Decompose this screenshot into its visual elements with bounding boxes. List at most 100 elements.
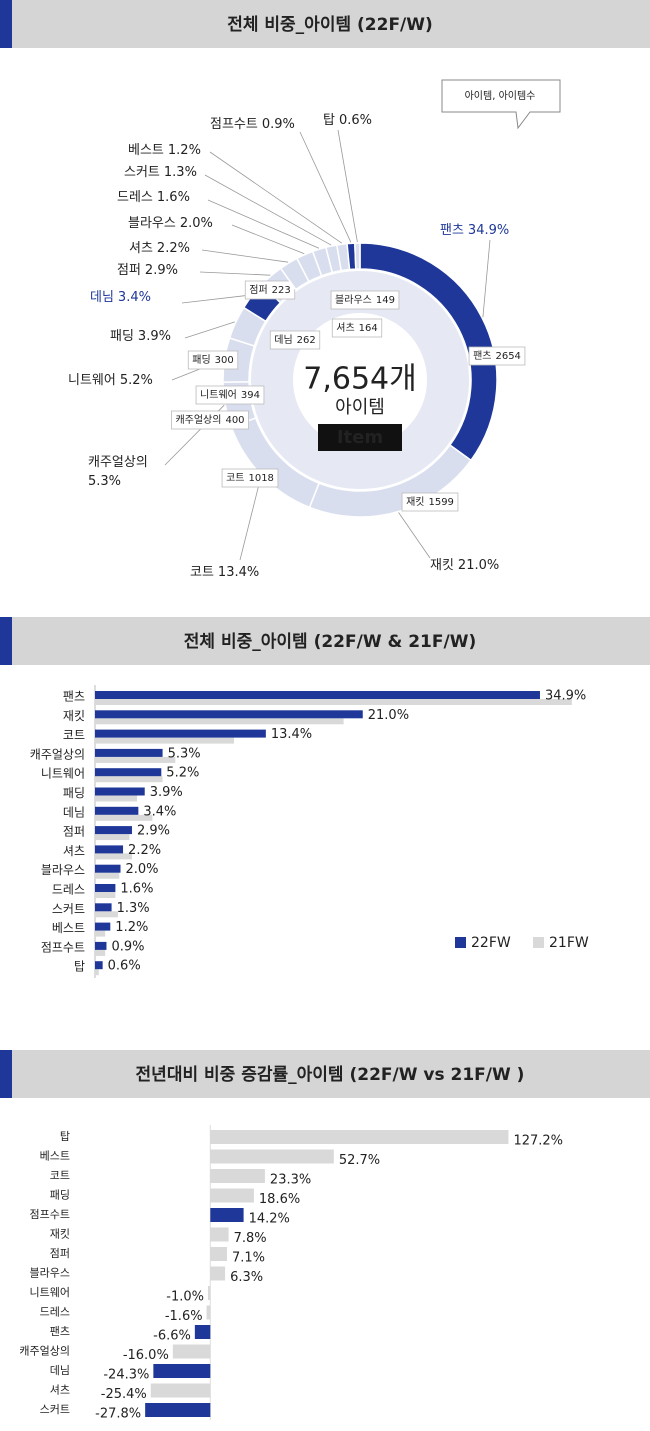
slice-label: 코트 13.4% [190, 565, 259, 580]
header-accent [0, 617, 12, 665]
count-box [187, 350, 239, 370]
count-box [401, 492, 459, 512]
count-name: 점퍼 [249, 284, 267, 296]
bar [95, 922, 111, 931]
leader-line [231, 224, 305, 255]
value-label: 34.9% [545, 689, 586, 704]
y-tick-label: 베스트 [40, 1150, 70, 1163]
count-box [330, 290, 400, 310]
bar [95, 884, 116, 892]
count-name: 셔츠 [336, 322, 354, 334]
y-tick-label: 스커트 [52, 902, 85, 916]
slice-name: 점퍼 [117, 263, 141, 278]
value-label: 1.3% [117, 901, 150, 916]
value-label: 127.2% [513, 1134, 563, 1149]
bar [95, 718, 344, 725]
slice-label: 블라우스 2.0% [128, 216, 213, 231]
y-tick-label: 탑 [74, 960, 85, 974]
value-label: 14.2% [249, 1212, 290, 1227]
count-name: 데님 [274, 334, 292, 346]
count-label: 코트 1018 [226, 473, 274, 484]
bar [95, 872, 120, 879]
bar [95, 748, 163, 757]
slice-label: 베스트 1.2% [128, 143, 201, 158]
slice-value: 3.9% [138, 329, 171, 344]
donut-slice [354, 242, 361, 270]
slice-name: 데님 [90, 290, 114, 305]
y-tick-label: 재킷 [50, 1228, 70, 1241]
slice-name: 점프수트 [210, 117, 258, 132]
y-tick-label: 코트 [50, 1169, 70, 1182]
value-label: -6.6% [153, 1329, 191, 1344]
leader-line [337, 129, 358, 243]
count-name: 재킷 [406, 496, 424, 508]
center-badge [318, 424, 402, 451]
bar [95, 911, 118, 918]
y-tick-label: 베스트 [52, 921, 85, 935]
slice-name: 캐주얼상의 [88, 455, 148, 470]
bar [95, 834, 130, 841]
bar [95, 795, 138, 802]
value-label: 2.2% [128, 843, 161, 858]
count-box [468, 346, 526, 366]
bar [210, 1130, 509, 1144]
count-label: 캐주얼상의 400 [175, 414, 244, 426]
count-box [195, 385, 265, 405]
y-tick-label: 니트웨어 [30, 1286, 70, 1299]
slice-label: 점퍼 2.9% [117, 263, 178, 278]
bar [172, 1344, 211, 1359]
bar [153, 1364, 211, 1378]
center-label: 아이템 [335, 397, 385, 418]
y-tick-label: 블라우스 [41, 863, 85, 877]
bar [95, 941, 107, 950]
value-label: -1.6% [165, 1309, 203, 1324]
slice-name: 코트 [190, 565, 214, 580]
bar [210, 1208, 244, 1222]
bar [206, 1305, 211, 1320]
count-label: 니트웨어 394 [200, 389, 260, 401]
y-tick-label: 점퍼 [63, 825, 85, 839]
y-tick-label: 블라우스 [30, 1267, 70, 1280]
y-tick-label: 캐주얼상의 [30, 747, 85, 761]
y-tick-label: 스커트 [40, 1403, 70, 1416]
slice-value: 1.3% [164, 165, 197, 180]
value-label: 18.6% [259, 1192, 300, 1207]
leader-line [239, 476, 262, 561]
leader-line [398, 512, 431, 559]
slice-label: 스커트 1.3% [124, 165, 197, 180]
bar [95, 845, 124, 854]
bar [95, 949, 106, 956]
leader-line [184, 321, 235, 339]
bar [95, 826, 132, 835]
value-label: 5.2% [166, 766, 199, 781]
value-label: -16.0% [123, 1348, 169, 1363]
slice-label: 팬츠 34.9% [440, 223, 509, 238]
y-tick-label: 데님 [50, 1364, 70, 1377]
bar [95, 729, 266, 738]
header-bar [0, 0, 650, 48]
legend-label: 22FW [471, 935, 511, 951]
y-tick-label: 데님 [63, 805, 85, 819]
value-label: 5.3% [168, 746, 201, 761]
slice-label: 재킷 21.0% [430, 558, 499, 573]
count-value: 223 [272, 285, 291, 296]
slice-label: 캐주얼상의 5.3% [88, 455, 148, 489]
leader-line [181, 294, 252, 304]
count-name: 팬츠 [473, 350, 491, 362]
bar [210, 1266, 226, 1281]
count-label: 데님 262 [274, 334, 316, 346]
count-value: 394 [241, 390, 260, 401]
legend-swatch [455, 937, 466, 948]
value-label: -24.3% [103, 1368, 149, 1383]
header-bar [0, 617, 650, 665]
slice-value: 34.9% [468, 223, 509, 238]
count-value: 1018 [248, 473, 273, 484]
callout-text: 아이템, 아이템수 [465, 90, 536, 102]
bar [210, 1227, 229, 1242]
chart-title: 전체 비중_아이템 (22F/W & 21F/W) [184, 632, 476, 652]
y-tick-label: 패딩 [50, 1189, 70, 1202]
value-label: 0.9% [111, 939, 144, 954]
count-name: 패딩 [192, 354, 210, 366]
bar [95, 853, 132, 860]
slice-value: 21.0% [458, 558, 499, 573]
